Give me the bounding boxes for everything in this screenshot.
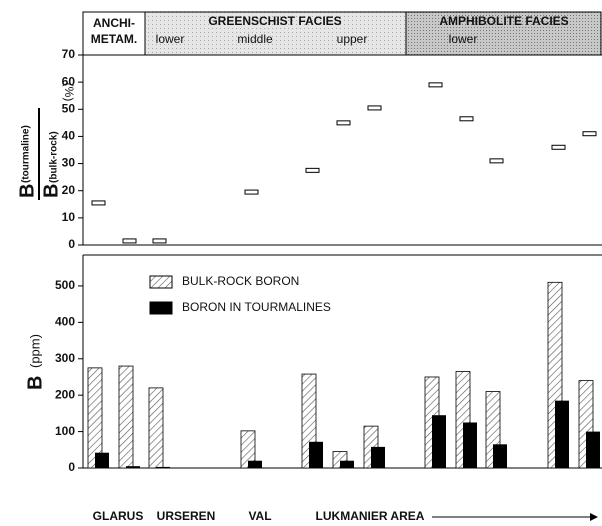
marker	[489, 158, 504, 164]
marker	[244, 189, 259, 195]
bar	[309, 441, 323, 468]
bar	[463, 422, 477, 468]
legend-label: BORON IN TOURMALINES	[182, 300, 331, 314]
y-label-part: B	[40, 184, 62, 198]
group-label: URSEREN	[157, 509, 216, 523]
y-label: B (ppm)	[24, 334, 46, 390]
legend-label: BULK-ROCK BORON	[182, 274, 299, 288]
bar	[555, 400, 569, 468]
y-label-part: (ppm)	[27, 334, 42, 368]
y-tick-label: 100	[55, 424, 75, 438]
bar	[586, 431, 600, 468]
bar	[156, 466, 170, 468]
header-box	[82, 11, 146, 56]
facies-label: METAM.	[91, 32, 137, 46]
marker	[582, 131, 597, 137]
y-label: B (tourmaline) B (bulk-rock)	[16, 108, 62, 200]
marker	[91, 200, 106, 206]
facies-label: ANCHI-	[93, 16, 135, 30]
y-label-part: B	[24, 376, 46, 390]
bar	[126, 466, 140, 468]
facies-sublabel: lower	[449, 32, 478, 46]
legend-swatch	[149, 301, 173, 315]
bar	[432, 415, 446, 468]
bar	[95, 452, 109, 468]
marker	[367, 105, 382, 111]
bar	[340, 460, 354, 468]
marker	[122, 238, 137, 244]
facies-sublabel: upper	[337, 32, 368, 46]
bar	[148, 387, 164, 469]
y-tick-label: 40	[62, 129, 76, 143]
marker	[551, 144, 566, 150]
y-tick-label: 70	[62, 47, 76, 61]
y-unit: (%)	[62, 83, 76, 102]
y-tick-label: 30	[62, 156, 76, 170]
group-label: VAL	[248, 509, 271, 523]
bar	[493, 444, 507, 468]
marker	[336, 120, 351, 126]
legend-swatch	[149, 275, 173, 289]
y-tick-label: 500	[55, 278, 75, 292]
marker	[152, 238, 167, 244]
y-tick-label: 400	[55, 315, 75, 329]
y-tick-label: 60	[62, 74, 76, 88]
marker	[459, 116, 474, 122]
y-tick-label: 200	[55, 387, 75, 401]
facies-sublabel: lower	[156, 32, 185, 46]
arrow-head	[590, 513, 598, 521]
y-label-part: (bulk-rock)	[49, 131, 60, 183]
y-label-part: (tourmaline)	[21, 125, 32, 183]
marker	[428, 82, 443, 88]
y-tick-label: 50	[62, 101, 76, 115]
y-tick-label: 0	[68, 237, 75, 251]
header-box	[405, 11, 602, 56]
y-tick-label: 20	[62, 183, 76, 197]
facies-sublabel: middle	[237, 32, 273, 46]
y-label-part: B	[16, 184, 38, 198]
group-label: LUKMANIER AREA	[316, 509, 425, 523]
y-tick-label: 300	[55, 351, 75, 365]
facies-label: AMPHIBOLITE FACIES	[439, 14, 568, 28]
bar	[118, 365, 134, 469]
bar	[248, 460, 262, 468]
bar	[371, 446, 385, 468]
facies-label: GREENSCHIST FACIES	[208, 14, 341, 28]
header-box	[144, 11, 407, 56]
y-tick-label: 0	[68, 460, 75, 474]
group-label: GLARUS	[93, 509, 144, 523]
y-tick-label: 10	[62, 210, 76, 224]
marker	[305, 167, 320, 173]
